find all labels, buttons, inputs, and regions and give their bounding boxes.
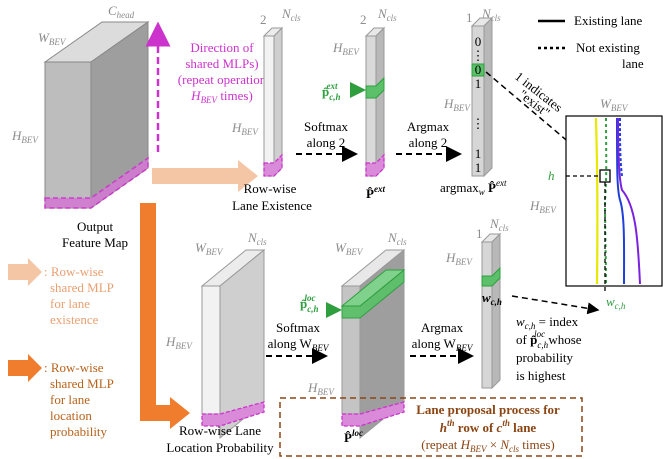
loc-ncls: Ncls <box>247 230 267 247</box>
svg-text:(repeat operation: (repeat operation <box>178 72 267 87</box>
argmax-loc-1: Argmax <box>421 320 464 335</box>
svg-text:for lane: for lane <box>50 296 90 311</box>
svg-text:: Row-wise: : Row-wise <box>44 360 104 375</box>
svg-text:⋮: ⋮ <box>472 116 485 131</box>
proposal-text: Lane proposal process for hth row of cth… <box>416 402 560 454</box>
svg-text:Existing lane: Existing lane <box>574 13 642 28</box>
svg-text:lane: lane <box>622 56 644 71</box>
exist-row-label-1: Row-wise <box>244 181 297 196</box>
svg-text:Direction of: Direction of <box>190 40 254 55</box>
svg-text:Lane proposal process for: Lane proposal process for <box>416 402 560 417</box>
loc-hbev: HBEV <box>165 334 193 351</box>
exist-row-label-2: Lane Existence <box>232 198 312 213</box>
output-label-1: Output <box>77 219 114 234</box>
pext-dim-2: 2 <box>360 12 367 27</box>
svg-text:1: 1 <box>475 160 482 175</box>
loc-vector-hbev: HBEV <box>445 250 473 267</box>
svg-text:wc,h = index: wc,h = index <box>516 314 579 331</box>
proposal-box <box>279 397 583 457</box>
svg-text:location: location <box>50 408 92 423</box>
svg-text:1: 1 <box>475 76 482 91</box>
bev-h: h <box>548 168 555 183</box>
svg-text:probability: probability <box>516 350 574 365</box>
argmax-loc-2: along WBEV <box>412 336 474 353</box>
exist-ncls: Ncls <box>281 6 301 23</box>
argmax-ext-1: Argmax <box>407 119 450 134</box>
location-mlp-arrow <box>140 203 190 429</box>
svg-text:for lane: for lane <box>50 392 90 407</box>
svg-text:shared MLPs): shared MLPs) <box>185 56 258 71</box>
h-bev-label: HBEV <box>11 128 39 145</box>
legend-existence-mlp: : Row-wise shared MLP for lane existence <box>8 258 114 327</box>
bev-wch: wc,h <box>606 294 626 311</box>
bev-wbev: WBEV <box>600 96 629 113</box>
location-vector-cell <box>481 266 501 287</box>
softmax-loc-2: along WBEV <box>268 336 330 353</box>
exist-vector-ncls: Ncls <box>481 6 501 23</box>
exist-dim-2: 2 <box>260 12 267 27</box>
svg-text:0: 0 <box>475 34 482 49</box>
lane-legend: Existing lane Not existing lane <box>538 13 644 71</box>
ploc-slab <box>340 248 406 440</box>
argmax-result-label: argmaxw P̂ext <box>440 178 507 197</box>
svg-text:probability: probability <box>50 424 108 439</box>
location-vector <box>480 232 502 390</box>
existence-mlp-arrow <box>152 160 258 192</box>
index-note: wc,h = index of p̂c,hloc whose probabili… <box>516 314 582 383</box>
svg-text:hth row of cth lane: hth row of cth lane <box>440 418 537 435</box>
pext-ncls: Ncls <box>377 6 397 23</box>
pext-cell-label: p̂c,hext <box>322 81 340 102</box>
ploc-label: P̂loc <box>344 428 363 445</box>
bev-view <box>565 115 663 292</box>
output-label-2: Feature Map <box>62 235 128 250</box>
pext-hbev: HBEV <box>332 40 360 57</box>
ploc-wbev: WBEV <box>335 240 364 257</box>
existence-slab <box>262 26 284 178</box>
direction-note: Direction of shared MLPs) (repeat operat… <box>178 40 267 105</box>
indicates-arrow <box>485 71 606 173</box>
svg-text:of p̂c,hloc whose: of p̂c,hloc whose <box>516 329 582 350</box>
existence-vector-cell <box>471 63 485 77</box>
w-bev-label: WBEV <box>38 30 67 47</box>
loc-vector-wch: wc,h <box>482 290 502 307</box>
svg-text:1: 1 <box>475 146 482 161</box>
svg-text:0: 0 <box>475 62 482 77</box>
pext-cell <box>365 76 385 99</box>
svg-text:: Row-wise: : Row-wise <box>44 264 104 279</box>
wch-to-bev-arrow <box>511 295 600 315</box>
svg-text:Not existing: Not existing <box>576 40 640 55</box>
ploc-ncls: Ncls <box>387 230 407 247</box>
exist-hbev: HBEV <box>231 120 259 137</box>
ploc-cell-label: p̂c,hloc <box>300 293 318 314</box>
softmax-loc-1: Softmax <box>276 320 321 335</box>
argmax-ext-2: along 2 <box>409 135 448 150</box>
loc-vector-top: 1 <box>476 226 483 241</box>
existence-vector <box>470 16 494 178</box>
svg-text:shared MLP: shared MLP <box>50 280 114 295</box>
legend-location-mlp: : Row-wise shared MLP for lane location … <box>8 354 114 439</box>
pext-slab <box>364 26 386 178</box>
c-head-label: Chead <box>108 3 135 20</box>
exist-vector-hbev: HBEV <box>443 96 471 113</box>
exist-vector-values: 0 ⋮ 0 1 ⋮ 1 1 <box>472 34 485 175</box>
loc-wbev: WBEV <box>195 240 224 257</box>
svg-text:⋮: ⋮ <box>472 48 485 63</box>
loc-vector-ncls: Ncls <box>489 216 509 233</box>
svg-text:HBEV times): HBEV times) <box>190 88 253 105</box>
softmax-ext-1: Softmax <box>304 119 349 134</box>
exist-vector-top: 1 <box>466 10 473 25</box>
svg-text:shared MLP: shared MLP <box>50 376 114 391</box>
ploc-hbev: HBEV <box>307 380 335 397</box>
svg-text:existence: existence <box>50 312 99 327</box>
loc-row-label-1: Row-wise Lane <box>179 423 261 438</box>
output-cube <box>43 21 150 209</box>
svg-text:is highest: is highest <box>516 368 566 383</box>
location-slab <box>200 248 266 440</box>
pext-label: P̂ext <box>366 184 385 201</box>
loc-row-label-2: Location Probability <box>166 440 274 455</box>
svg-text:(repeat HBEV × Ncls times): (repeat HBEV × Ncls times) <box>421 437 555 454</box>
bev-hbev: HBEV <box>529 198 557 215</box>
softmax-ext-2: along 2 <box>307 135 346 150</box>
